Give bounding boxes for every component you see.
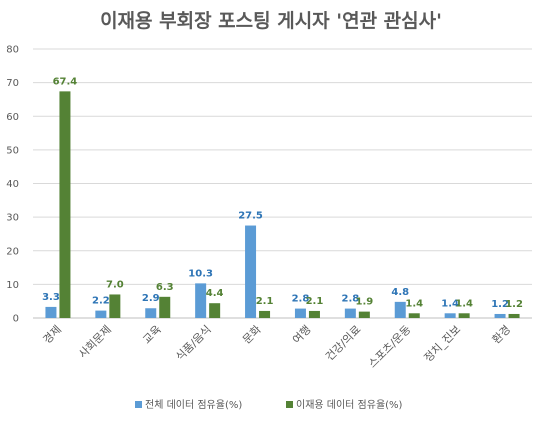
data-label: 1.2 bbox=[505, 299, 523, 310]
bar-leejaeyong bbox=[259, 310, 271, 318]
x-category-label: 환경 bbox=[490, 323, 514, 347]
y-tick-label: 0 bbox=[13, 314, 19, 325]
x-category-label: 건강/의료 bbox=[323, 323, 363, 363]
chart-title: 이재용 부회장 포스팅 게시자 '연관 관심사' bbox=[100, 10, 442, 32]
data-label: 2.8 bbox=[341, 294, 359, 305]
y-tick-label: 40 bbox=[6, 179, 19, 190]
y-tick-label: 50 bbox=[6, 145, 19, 156]
data-label: 1.9 bbox=[355, 297, 373, 308]
y-tick-label: 80 bbox=[6, 45, 19, 56]
bar-leejaeyong bbox=[408, 313, 420, 318]
data-label: 2.9 bbox=[142, 293, 160, 304]
bar-leejaeyong bbox=[308, 310, 320, 318]
bar-overall bbox=[145, 308, 157, 318]
bar-overall bbox=[95, 310, 107, 318]
data-label: 2.1 bbox=[306, 296, 324, 307]
data-label: 27.5 bbox=[238, 211, 263, 222]
data-label: 6.3 bbox=[156, 282, 174, 293]
x-category-label: 정치_진보 bbox=[422, 323, 464, 365]
y-tick-label: 70 bbox=[6, 78, 19, 89]
data-label: 1.4 bbox=[455, 298, 473, 309]
x-category-label: 스포츠/운동 bbox=[366, 323, 414, 371]
x-category-label: 경제 bbox=[41, 323, 65, 347]
data-label: 2.2 bbox=[92, 296, 110, 307]
data-label: 4.8 bbox=[391, 287, 409, 298]
bar-overall bbox=[394, 301, 406, 318]
data-label: 1.4 bbox=[405, 298, 423, 309]
bar-overall bbox=[344, 308, 356, 318]
legend-swatch-overall bbox=[135, 401, 142, 408]
y-tick-label: 20 bbox=[6, 246, 19, 257]
bar-leejaeyong bbox=[109, 294, 121, 318]
bar-overall bbox=[245, 225, 257, 318]
bar-leejaeyong bbox=[508, 313, 520, 318]
y-tick-label: 60 bbox=[6, 112, 19, 123]
x-category-label: 문화 bbox=[240, 323, 264, 347]
legend-label-overall: 전체 데이터 점유율(%) bbox=[145, 399, 242, 411]
bar-leejaeyong bbox=[59, 91, 71, 319]
bar-leejaeyong bbox=[458, 313, 470, 318]
bar-overall bbox=[494, 313, 506, 318]
bar-overall bbox=[195, 283, 207, 318]
bar-overall bbox=[45, 306, 57, 318]
legend-swatch-leejaeyong bbox=[286, 401, 293, 408]
y-tick-label: 30 bbox=[6, 213, 19, 224]
x-category-label: 교육 bbox=[140, 323, 164, 347]
data-label: 7.0 bbox=[106, 279, 124, 290]
data-label: 67.4 bbox=[53, 76, 78, 87]
bar-overall bbox=[444, 313, 456, 318]
bar-leejaeyong bbox=[358, 311, 370, 318]
data-label: 4.4 bbox=[206, 288, 224, 299]
data-label: 2.1 bbox=[256, 296, 274, 307]
data-label: 10.3 bbox=[188, 268, 213, 279]
y-tick-label: 10 bbox=[6, 280, 19, 291]
data-label: 2.8 bbox=[292, 294, 310, 305]
bar-overall bbox=[294, 308, 306, 318]
data-label: 1.4 bbox=[441, 298, 459, 309]
x-category-label: 식품/음식 bbox=[173, 323, 213, 363]
legend-label-leejaeyong: 이재용 데이터 점유율(%) bbox=[296, 399, 403, 411]
x-category-label: 여행 bbox=[290, 323, 314, 347]
bar-leejaeyong bbox=[209, 303, 221, 318]
data-label: 1.2 bbox=[491, 299, 509, 310]
data-label: 3.3 bbox=[42, 292, 60, 303]
x-category-label: 사회문제 bbox=[76, 323, 114, 361]
bar-leejaeyong bbox=[159, 296, 171, 318]
